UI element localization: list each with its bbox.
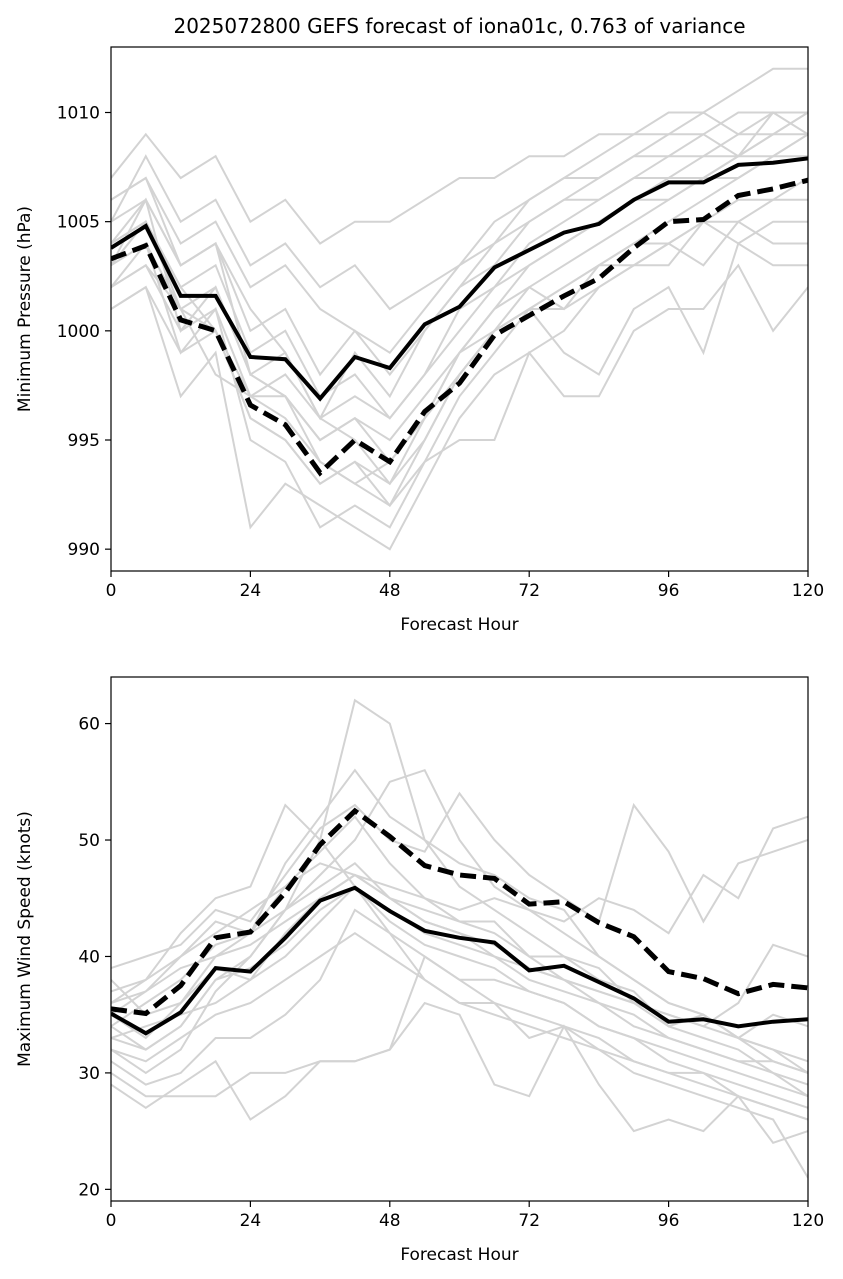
pressure-x-tick-label: 48 (379, 581, 401, 601)
wind-panel: 0 24 48 72 96 120 20 30 40 50 60 Forecast Hour Maxim… (15, 676, 824, 1265)
wind-weighted-line (111, 807, 808, 1017)
wind-member-line-16 (111, 873, 808, 1086)
wind-ensemble-mean-line (111, 885, 808, 1036)
pressure-y-tick-label: 995 (68, 431, 100, 451)
figure-title: 2025072800 GEFS forecast of iona01c, 0.7… (173, 14, 745, 38)
wind-member-line-15 (111, 885, 808, 1098)
wind-member-line-9 (111, 908, 808, 1109)
pressure-x-tick-label: 0 (106, 581, 117, 601)
pressure-ensemble-mean-line (111, 156, 808, 402)
wind-plot-area (111, 698, 808, 1179)
wind-y-tick-label: 40 (78, 947, 100, 967)
wind-x-tick-label: 96 (658, 1211, 680, 1231)
wind-x-tick-label: 0 (106, 1211, 117, 1231)
wind-x-tick-label: 120 (792, 1211, 824, 1231)
pressure-member-line-16 (111, 155, 808, 420)
pressure-y-tick-label: 1000 (57, 322, 100, 342)
wind-member-line-13 (111, 1001, 808, 1144)
pressure-x-tick-label: 120 (792, 581, 824, 601)
pressure-member-line-8 (111, 241, 808, 529)
wind-y-tick-label: 30 (78, 1064, 100, 1084)
pressure-y-tick-label: 990 (68, 540, 100, 560)
wind-y-axis-label: Maximum Wind Speed (knots) (15, 811, 35, 1067)
pressure-member-line-3 (111, 67, 808, 245)
pressure-member-line-13 (111, 111, 808, 377)
pressure-y-tick-label: 1010 (57, 104, 100, 124)
wind-y-tick-label: 50 (78, 831, 100, 851)
wind-x-axis-label: Forecast Hour (400, 1245, 518, 1265)
wind-member-line-11 (111, 803, 808, 1121)
pressure-plot-area (111, 67, 808, 551)
wind-y-tick-label: 60 (78, 715, 100, 735)
pressure-y-axis-label: Minimum Pressure (hPa) (15, 206, 35, 412)
wind-x-tick-label: 48 (379, 1211, 401, 1231)
pressure-x-tick-label: 72 (518, 581, 540, 601)
wind-member-line-2 (111, 698, 808, 1098)
wind-x-tick-label: 72 (518, 1211, 540, 1231)
wind-axes-frame (110, 676, 809, 1202)
pressure-x-tick-label: 24 (240, 581, 262, 601)
wind-y-tick-label: 20 (78, 1180, 100, 1200)
wind-member-line-3 (111, 815, 808, 1016)
pressure-member-line-10 (111, 111, 808, 355)
pressure-x-axis-label: Forecast Hour (400, 615, 518, 635)
pressure-y-tick-label: 1005 (57, 213, 100, 233)
pressure-axes-frame (110, 46, 809, 572)
pressure-panel: 0 24 48 72 96 120 990 995 1000 1005 1010 Forecast H… (15, 46, 824, 635)
wind-x-tick-label: 24 (240, 1211, 262, 1231)
pressure-x-tick-label: 96 (658, 581, 680, 601)
wind-member-line-14 (111, 791, 808, 970)
pressure-weighted-line (111, 177, 808, 477)
